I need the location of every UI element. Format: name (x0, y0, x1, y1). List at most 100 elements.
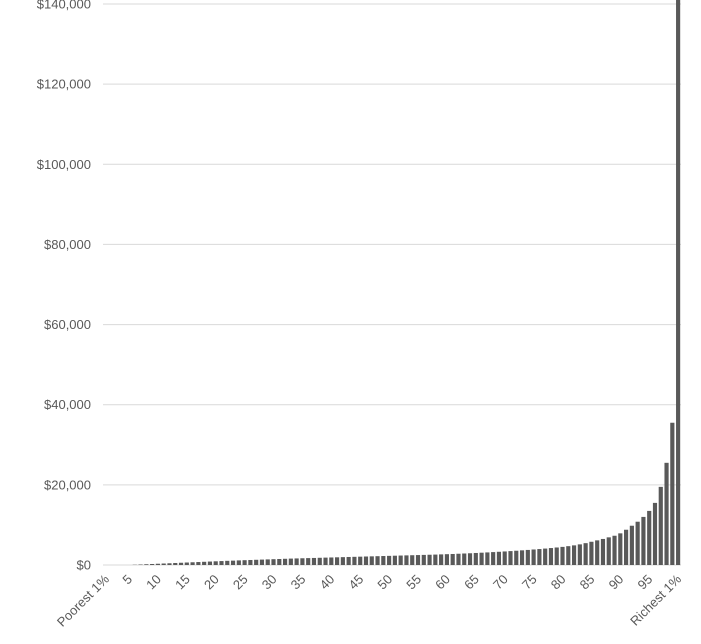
bar (219, 561, 224, 565)
bar (600, 538, 606, 565)
bar (514, 550, 519, 565)
x-tick-label: 30 (259, 572, 280, 593)
bar (161, 563, 166, 565)
bar (184, 562, 189, 565)
bar (190, 562, 195, 565)
x-tick-label: 55 (403, 572, 424, 593)
x-tick-label: 80 (548, 572, 569, 593)
bar (369, 556, 374, 565)
bars (132, 0, 681, 565)
bar (392, 555, 397, 565)
y-tick-label: $120,000 (37, 77, 91, 92)
bar (577, 544, 582, 565)
bar (415, 555, 421, 565)
bar (618, 533, 623, 565)
y-tick-label: $100,000 (37, 157, 91, 172)
bar (300, 558, 305, 565)
bar (508, 551, 513, 565)
y-tick-label: $80,000 (44, 237, 91, 252)
bar (317, 557, 322, 565)
bar (225, 560, 230, 565)
x-tick-label: 95 (634, 572, 655, 593)
bar (583, 543, 588, 565)
bar (242, 560, 247, 565)
bar (635, 521, 640, 565)
y-tick-label: $40,000 (44, 397, 91, 412)
y-tick-label: $60,000 (44, 317, 91, 332)
bar (444, 554, 449, 565)
y-tick-label: $20,000 (44, 477, 91, 492)
bar (387, 555, 392, 565)
bar (404, 555, 409, 565)
bar (629, 525, 634, 565)
x-tick-label: 20 (201, 572, 222, 593)
bar (456, 553, 461, 565)
x-tick-label: 15 (172, 572, 193, 593)
bar (560, 546, 565, 565)
bar (346, 556, 351, 565)
bar (606, 537, 611, 565)
y-tick-label: $140,000 (37, 0, 91, 12)
bar (375, 556, 380, 565)
y-tick-label: $0 (77, 558, 91, 573)
bar (306, 558, 311, 565)
x-tick-label: 75 (519, 572, 540, 593)
bar (554, 547, 559, 565)
bar (571, 545, 577, 565)
bar (282, 558, 288, 565)
bar (502, 551, 507, 565)
x-tick-label: 35 (288, 572, 309, 593)
bar (641, 516, 646, 565)
bar (525, 549, 530, 565)
bar (358, 556, 363, 565)
bar (658, 486, 663, 565)
x-tick-label: Poorest 1% (54, 571, 112, 629)
x-tick-label: 10 (143, 572, 164, 593)
bar (647, 510, 652, 565)
bar (676, 0, 681, 565)
bar (277, 558, 282, 565)
bar (427, 554, 432, 565)
bar (473, 552, 478, 565)
bar (207, 561, 213, 565)
bar (670, 422, 675, 565)
bar (496, 551, 502, 565)
bar (340, 557, 345, 565)
bar (178, 562, 184, 565)
x-tick-label: 90 (606, 572, 627, 593)
bar (259, 559, 265, 565)
bar (491, 552, 496, 565)
bar (652, 502, 658, 565)
gridlines (103, 3, 681, 566)
bar (543, 548, 548, 565)
bar (439, 554, 444, 565)
x-tick-label: 60 (432, 572, 453, 593)
bar (271, 559, 276, 565)
y-axis-tick-labels: $0 $20,000 $40,000 $60,000 $80,000 $100,000 $1… (37, 0, 91, 573)
bar (462, 553, 467, 565)
bar (230, 560, 236, 565)
bar (150, 563, 155, 565)
x-tick-label: 50 (374, 572, 395, 593)
bar (167, 563, 172, 565)
x-tick-label: 70 (490, 572, 511, 593)
bar (537, 549, 542, 565)
x-tick-label: 40 (317, 572, 338, 593)
bar (467, 553, 473, 565)
x-tick-label: 25 (230, 572, 251, 593)
bar (531, 549, 536, 565)
bar (248, 559, 253, 565)
bar (196, 562, 201, 565)
x-tick-label: 45 (345, 572, 366, 593)
bar (664, 462, 669, 565)
bar (323, 557, 328, 565)
bar (612, 535, 617, 565)
bar (595, 540, 600, 565)
bar (589, 541, 594, 565)
bar (254, 559, 259, 565)
bar (335, 557, 340, 565)
bar (450, 553, 455, 565)
bar (433, 554, 438, 565)
bar (548, 548, 554, 565)
